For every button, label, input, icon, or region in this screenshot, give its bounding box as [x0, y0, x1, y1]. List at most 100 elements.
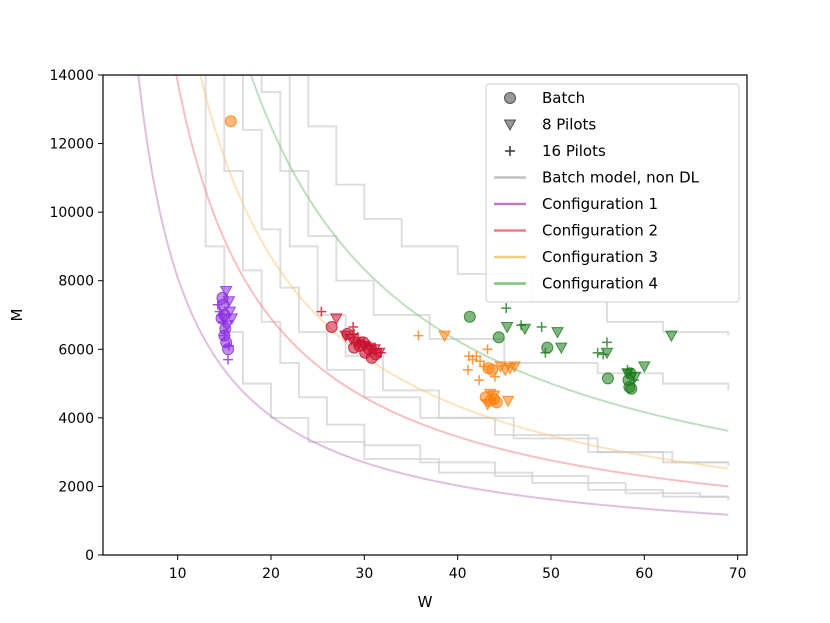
config-4-16-pilots-point	[602, 337, 612, 348]
x-tick-label: 60	[635, 566, 653, 582]
config-4-8-pilots-point	[628, 371, 642, 384]
config-1-8-pilots-point	[220, 320, 234, 332]
legend-item-configuration-1: Configuration 1	[494, 195, 658, 213]
config-2-16-pilots-point	[370, 344, 381, 355]
config-4-16-pilots-point	[626, 368, 637, 379]
x-tick-label: 50	[542, 566, 560, 582]
config-4-batch-point	[463, 310, 476, 323]
legend-label: Configuration 4	[542, 275, 658, 293]
legend-label: Configuration 3	[542, 248, 658, 266]
config-3-16-pilots-point	[475, 356, 486, 367]
y-tick-label: 4000	[58, 411, 94, 427]
config-4-batch-point	[541, 341, 554, 354]
config-4-16-pilots-point	[501, 303, 512, 314]
config-2-16-pilots-point	[348, 322, 359, 332]
config-4-8-pilots-point	[500, 322, 514, 334]
config-3-16-pilots-point	[413, 330, 424, 341]
model-curve-configuration-4	[249, 75, 729, 432]
config-2-16-pilots-point	[352, 332, 363, 343]
config-4-8-pilots-point	[665, 330, 678, 343]
config-4-8-pilots-point	[518, 323, 532, 336]
config-3-16-pilots-point	[490, 371, 500, 382]
x-tick-label: 30	[355, 566, 373, 582]
config-3-8-pilots-point	[501, 395, 515, 408]
step-curve-4	[196, 75, 730, 336]
model-curve-configuration-3	[199, 75, 729, 470]
config-2-16-pilots-point	[364, 340, 375, 351]
legend-item-16-pilots: 16 Pilots	[505, 142, 606, 160]
legend-label: Batch	[542, 89, 585, 107]
x-tick-label: 70	[729, 566, 747, 582]
config-1-8-pilots-point	[225, 313, 239, 325]
config-3-16-pilots-point	[471, 351, 482, 362]
step-curve-6	[131, 75, 729, 498]
config-3-16-pilots-point	[462, 364, 473, 375]
config-1-8-pilots-point	[219, 286, 233, 298]
legend: Batch 8 Pilots 16 Pilots Batch model, non D…	[485, 83, 740, 303]
config-2-16-pilots-point	[316, 306, 327, 317]
y-tick-label: 14000	[49, 68, 94, 84]
plot-area	[131, 75, 730, 516]
x-axis-label: W	[418, 593, 433, 611]
legend-label: Batch model, non DL	[542, 169, 700, 187]
legend-item-configuration-2: Configuration 2	[494, 222, 658, 240]
legend-label: Configuration 1	[542, 195, 658, 213]
config-4-16-pilots-point	[592, 347, 603, 358]
config-1-16-pilots-point	[216, 310, 227, 320]
config-3-8-pilots-point	[508, 361, 521, 373]
config-4-8-pilots-point	[637, 361, 651, 373]
config-3-8-pilots-point	[481, 399, 494, 411]
legend-item-8-pilots: 8 Pilots	[503, 116, 596, 134]
step-curve-5	[177, 75, 729, 464]
config-1-16-pilots-point	[224, 340, 234, 351]
config-4-16-pilots-point	[516, 320, 527, 331]
config-3-8-pilots-point	[487, 390, 501, 403]
config-1-16-pilots-point	[218, 316, 229, 327]
legend-triangle-marker	[503, 119, 517, 132]
config-4-16-pilots-point	[629, 375, 640, 386]
x-tick-label: 10	[169, 566, 187, 582]
y-tick-label: 2000	[58, 479, 94, 495]
config-2-16-pilots-point	[376, 347, 387, 358]
data-markers	[212, 115, 678, 411]
config-3-batch-point	[224, 115, 237, 128]
model-curve-configuration-1	[137, 75, 729, 516]
config-3-8-pilots-point	[438, 330, 451, 343]
legend-item-batch-model-non-dl: Batch model, non DL	[494, 169, 700, 187]
config-3-16-pilots-point	[482, 344, 493, 355]
config-1-16-pilots-point	[223, 354, 234, 365]
config-3-16-pilots-point	[478, 361, 489, 372]
legend-box	[485, 83, 740, 303]
config-1-16-pilots-point	[219, 330, 230, 341]
legend-item-batch: Batch	[504, 89, 585, 107]
x-tick-label: 40	[449, 566, 467, 582]
config-1-8-pilots-point	[222, 296, 236, 308]
config-4-16-pilots-point	[536, 322, 547, 332]
y-tick-label: 8000	[58, 274, 94, 290]
x-tick-label: 20	[262, 566, 280, 582]
axes: 10 20 30 40 50 60 70 0 2000 4000 6000 8000 10000 1200…	[49, 68, 746, 582]
legend-plus-marker	[505, 146, 515, 156]
config-4-8-pilots-point	[554, 342, 568, 355]
legend-label: 16 Pilots	[542, 142, 606, 160]
config-1-8-pilots-point	[223, 306, 237, 319]
config-4-8-pilots-point	[551, 327, 564, 339]
config-2-batch-point	[325, 321, 338, 333]
config-4-batch-point	[601, 372, 614, 385]
config-4-16-pilots-point	[540, 347, 551, 358]
y-tick-label: 6000	[58, 342, 94, 358]
model-curve-configuration-2	[175, 75, 729, 488]
legend-label: Configuration 2	[542, 222, 658, 240]
legend-circle-marker	[504, 92, 516, 104]
configuration-model-curves	[137, 75, 729, 516]
config-1-16-pilots-point	[212, 299, 223, 310]
y-tick-label: 10000	[49, 205, 94, 221]
config-2-8-pilots-point	[329, 313, 343, 325]
config-4-batch-point	[492, 331, 505, 344]
config-4-8-pilots-point	[600, 347, 614, 360]
y-tick-label: 12000	[49, 137, 94, 153]
config-3-16-pilots-point	[474, 375, 485, 386]
legend-item-configuration-3: Configuration 3	[494, 248, 658, 266]
plot-frame	[102, 74, 748, 556]
